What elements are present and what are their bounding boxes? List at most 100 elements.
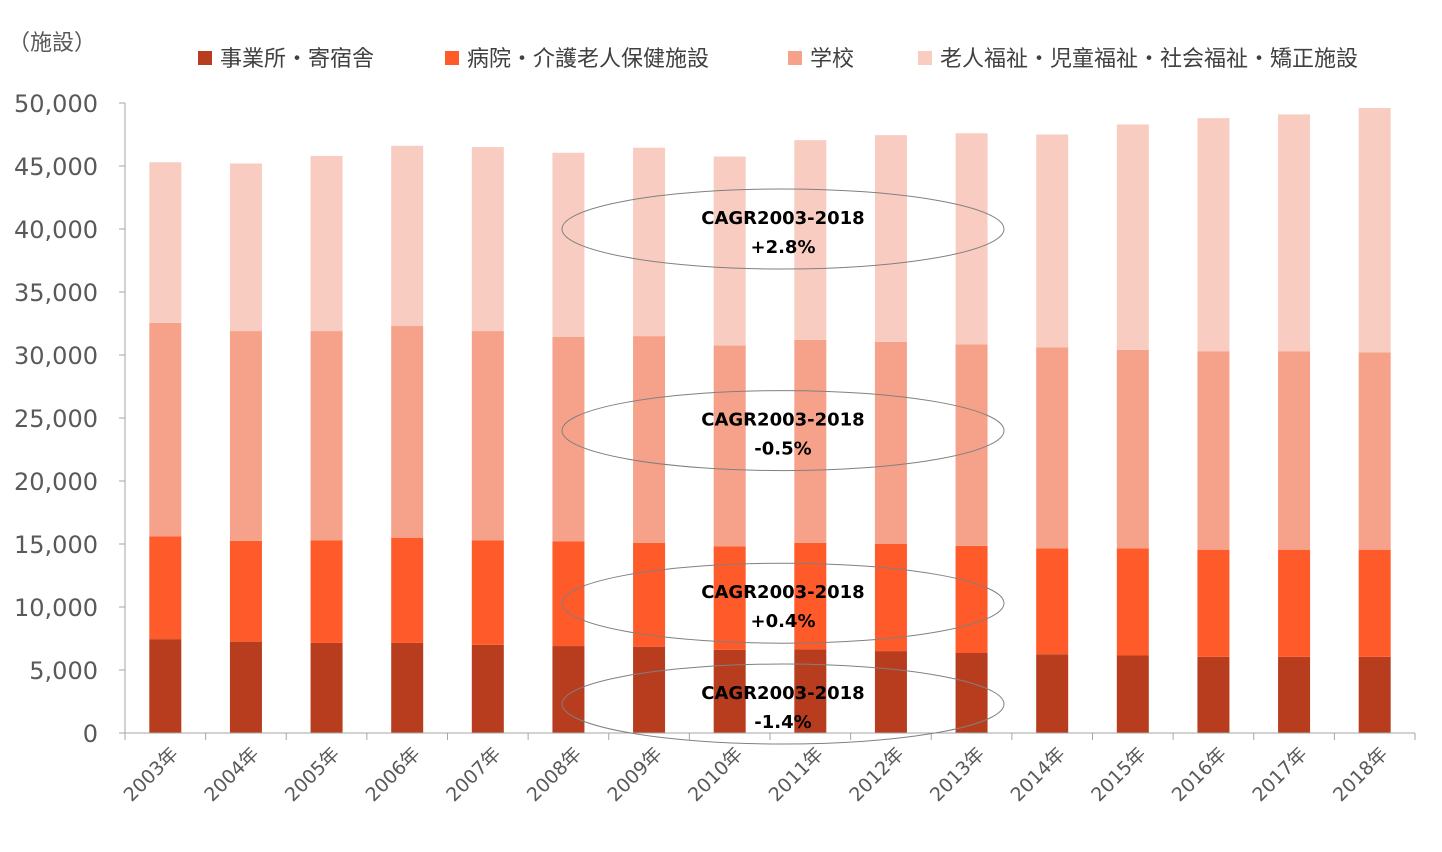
cagr-value-3: -1.4% xyxy=(754,712,811,733)
bar-5-series-0 xyxy=(552,646,585,733)
bar-11-series-3 xyxy=(1036,134,1069,348)
y-tick-label-8: 40,000 xyxy=(14,216,98,244)
bar-12-series-0 xyxy=(1116,655,1149,733)
bar-3-series-0 xyxy=(391,642,424,733)
cagr-label-3: CAGR2003-2018 xyxy=(701,683,864,704)
bar-0-series-1 xyxy=(149,536,182,640)
bar-5-series-2 xyxy=(552,336,585,542)
bar-14-series-1 xyxy=(1278,549,1311,657)
x-tick-label-9: 2012年 xyxy=(845,743,908,806)
bar-14-series-2 xyxy=(1278,351,1311,550)
bar-9-series-1 xyxy=(874,544,907,652)
x-tick-label-5: 2008年 xyxy=(523,743,586,806)
y-tick-label-3: 15,000 xyxy=(14,531,98,559)
bar-14-series-0 xyxy=(1278,656,1311,733)
x-tick-label-2: 2005年 xyxy=(281,743,344,806)
legend-swatch-0 xyxy=(198,51,212,65)
x-tick-label-4: 2007年 xyxy=(442,743,505,806)
y-tick-label-5: 25,000 xyxy=(14,405,98,433)
x-tick-label-7: 2010年 xyxy=(684,743,747,806)
legend-swatch-2 xyxy=(788,51,802,65)
bar-6-series-3 xyxy=(633,147,666,337)
bar-1-series-3 xyxy=(229,163,262,332)
bar-8-series-2 xyxy=(794,339,827,543)
cagr-ellipse-2 xyxy=(561,562,1005,644)
y-axis: 0 5,000 10,000 15,000 20,000 25,000 30,000 35,0… xyxy=(14,90,126,748)
bar-0-series-3 xyxy=(149,162,182,323)
x-tick-label-3: 2006年 xyxy=(362,743,425,806)
bar-0-series-2 xyxy=(149,322,182,537)
bar-6-series-2 xyxy=(633,336,666,543)
bar-4-series-1 xyxy=(471,540,504,645)
cagr-value-0: +2.8% xyxy=(750,237,815,258)
bar-11-series-1 xyxy=(1036,548,1069,655)
bar-2-series-0 xyxy=(310,642,343,733)
x-tick-label-10: 2013年 xyxy=(926,743,989,806)
bar-4-series-3 xyxy=(471,147,504,332)
bar-1-series-1 xyxy=(229,540,262,642)
cagr-ellipse-3 xyxy=(561,663,1005,745)
x-tick-label-13: 2016年 xyxy=(1168,743,1231,806)
bar-8-series-1 xyxy=(794,542,827,650)
cagr-annotations: CAGR2003-2018 +2.8% CAGR2003-2018 -0.5% CAGR… xyxy=(561,188,1005,745)
y-tick-label-0: 0 xyxy=(83,720,98,748)
bar-13-series-0 xyxy=(1197,656,1230,733)
bar-15-series-3 xyxy=(1358,108,1391,353)
bar-7-series-0 xyxy=(713,649,746,733)
bar-6-series-1 xyxy=(633,542,666,647)
y-tick-label-1: 5,000 xyxy=(29,657,98,685)
x-tick-label-6: 2009年 xyxy=(603,743,666,806)
bar-10-series-2 xyxy=(955,344,988,546)
x-tick-label-14: 2017年 xyxy=(1248,743,1311,806)
bar-7-series-2 xyxy=(713,345,746,547)
legend-label-3: 老人福祉・児童福祉・社会福祉・矯正施設 xyxy=(940,47,1358,72)
bar-4-series-2 xyxy=(471,331,504,541)
bar-9-series-2 xyxy=(874,341,907,544)
cagr-ellipse-0 xyxy=(561,188,1005,270)
bar-9-series-0 xyxy=(874,651,907,733)
legend-swatch-3 xyxy=(918,51,932,65)
cagr-value-2: +0.4% xyxy=(750,611,815,632)
x-tick-label-0: 2003年 xyxy=(120,743,183,806)
legend-swatch-1 xyxy=(445,51,459,65)
bar-9-series-3 xyxy=(874,135,907,342)
bar-13-series-2 xyxy=(1197,351,1230,550)
bar-0-series-0 xyxy=(149,639,182,733)
bar-10-series-0 xyxy=(955,652,988,733)
bar-10-series-1 xyxy=(955,545,988,653)
legend-label-2: 学校 xyxy=(810,47,854,72)
bar-11-series-2 xyxy=(1036,347,1069,549)
x-tick-label-8: 2011年 xyxy=(765,743,828,806)
bar-4-series-0 xyxy=(471,644,504,733)
y-tick-label-9: 45,000 xyxy=(14,153,98,181)
bar-15-series-2 xyxy=(1358,352,1391,550)
bar-2-series-1 xyxy=(310,540,343,643)
bar-3-series-3 xyxy=(391,145,424,327)
bars xyxy=(149,108,1391,733)
y-tick-label-10: 50,000 xyxy=(14,90,98,118)
bar-2-series-2 xyxy=(310,331,343,541)
bar-7-series-3 xyxy=(713,156,746,346)
bar-11-series-0 xyxy=(1036,654,1069,733)
bar-12-series-1 xyxy=(1116,548,1149,656)
bar-3-series-1 xyxy=(391,537,424,643)
legend-label-0: 事業所・寄宿舎 xyxy=(220,47,374,72)
bar-12-series-2 xyxy=(1116,349,1149,549)
bar-3-series-2 xyxy=(391,326,424,538)
cagr-label-1: CAGR2003-2018 xyxy=(701,410,864,431)
bar-13-series-1 xyxy=(1197,549,1230,657)
bar-14-series-3 xyxy=(1278,114,1311,352)
bar-8-series-3 xyxy=(794,140,827,340)
x-tick-label-11: 2014年 xyxy=(1007,743,1070,806)
cagr-ellipse-1 xyxy=(561,390,1005,472)
legend-label-1: 病院・介護老人保健施設 xyxy=(467,47,709,72)
bar-15-series-0 xyxy=(1358,656,1391,733)
y-tick-label-7: 35,000 xyxy=(14,279,98,307)
y-tick-label-4: 20,000 xyxy=(14,468,98,496)
bar-1-series-0 xyxy=(229,641,262,733)
bar-6-series-0 xyxy=(633,646,666,733)
bar-1-series-2 xyxy=(229,331,262,541)
y-tick-label-2: 10,000 xyxy=(14,594,98,622)
x-tick-label-15: 2018年 xyxy=(1329,743,1392,806)
